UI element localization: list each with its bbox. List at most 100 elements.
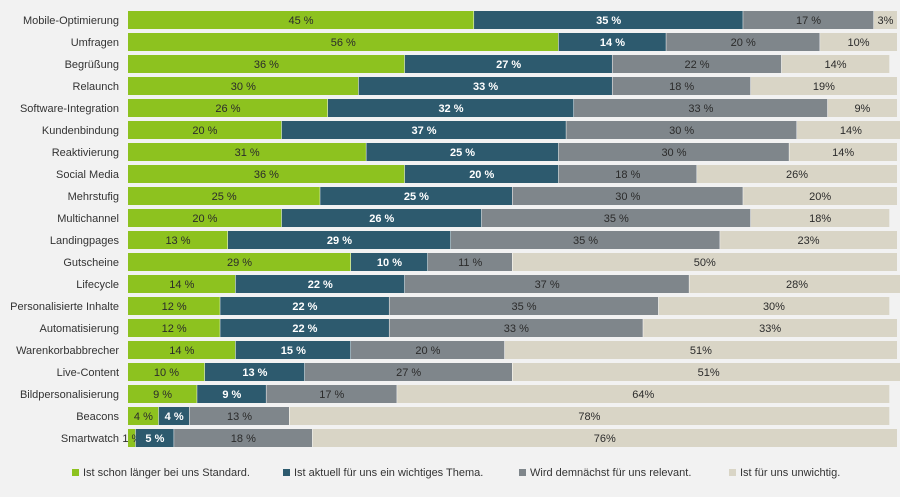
category-label: Begrüßung bbox=[65, 59, 119, 71]
data-label: 76% bbox=[594, 433, 616, 445]
data-label: 20 % bbox=[415, 345, 440, 357]
category-label: Reaktivierung bbox=[52, 147, 119, 159]
data-label: 14% bbox=[832, 147, 854, 159]
category-label: Relaunch bbox=[73, 81, 119, 93]
data-label: 50% bbox=[694, 257, 716, 269]
category-label: Smartwatch bbox=[61, 433, 119, 445]
category-label: Kundenbindung bbox=[42, 125, 119, 137]
category-label: Personalisierte Inhalte bbox=[10, 301, 119, 313]
category-label: Social Media bbox=[56, 169, 120, 181]
category-label: Mehrstufig bbox=[68, 191, 119, 203]
legend-label: Ist schon länger bei uns Standard. bbox=[83, 467, 250, 479]
data-label: 25 % bbox=[212, 191, 237, 203]
data-label: 29 % bbox=[227, 257, 252, 269]
data-label: 18% bbox=[809, 213, 831, 225]
data-label: 25 % bbox=[450, 147, 475, 159]
data-label: 26 % bbox=[215, 103, 240, 115]
data-label: 13 % bbox=[227, 411, 252, 423]
data-label: 13 % bbox=[165, 235, 190, 247]
data-label: 35 % bbox=[573, 235, 598, 247]
data-label: 51% bbox=[690, 345, 712, 357]
data-label: 33 % bbox=[504, 323, 529, 335]
legend-label: Wird demnächst für uns relevant. bbox=[530, 467, 691, 479]
data-label: 9 % bbox=[153, 389, 172, 401]
data-label: 10% bbox=[848, 37, 870, 49]
data-label: 35 % bbox=[604, 213, 629, 225]
bars-group: 45 %35 %17 %3%56 %14 %20 %10%36 %27 %22 … bbox=[122, 11, 900, 447]
category-label: Automatisierung bbox=[40, 323, 120, 335]
data-label: 15 % bbox=[281, 345, 306, 357]
data-label: 18 % bbox=[231, 433, 256, 445]
legend: Ist schon länger bei uns Standard. Ist ak… bbox=[72, 467, 840, 479]
data-label: 12 % bbox=[162, 323, 187, 335]
data-label: 37 % bbox=[535, 279, 560, 291]
data-label: 26 % bbox=[369, 213, 394, 225]
data-label: 10 % bbox=[154, 367, 179, 379]
data-label: 19% bbox=[813, 81, 835, 93]
legend-swatch bbox=[519, 469, 526, 476]
data-label: 22 % bbox=[685, 59, 710, 71]
category-label: Umfragen bbox=[71, 37, 119, 49]
data-label: 51% bbox=[698, 367, 720, 379]
data-label: 56 % bbox=[331, 37, 356, 49]
category-label: Gutscheine bbox=[63, 257, 119, 269]
legend-label: Ist aktuell für uns ein wichtiges Thema. bbox=[294, 467, 483, 479]
data-label: 14% bbox=[824, 59, 846, 71]
data-label: 30% bbox=[763, 301, 785, 313]
data-label: 32 % bbox=[438, 103, 463, 115]
data-label: 27 % bbox=[496, 59, 521, 71]
data-label: 33 % bbox=[688, 103, 713, 115]
data-label: 18 % bbox=[669, 81, 694, 93]
data-label: 23% bbox=[798, 235, 820, 247]
data-label: 14 % bbox=[169, 279, 194, 291]
data-label: 20 % bbox=[192, 213, 217, 225]
data-label: 35 % bbox=[596, 15, 621, 27]
data-label: 10 % bbox=[377, 257, 402, 269]
data-label: 18 % bbox=[615, 169, 640, 181]
data-label: 30 % bbox=[231, 81, 256, 93]
legend-swatch bbox=[729, 469, 736, 476]
category-label: Warenkorbabbrecher bbox=[16, 345, 119, 357]
data-label: 20 % bbox=[192, 125, 217, 137]
data-label: 29 % bbox=[327, 235, 352, 247]
legend-swatch bbox=[72, 469, 79, 476]
data-label: 14 % bbox=[169, 345, 194, 357]
data-label: 14 % bbox=[600, 37, 625, 49]
data-label: 36 % bbox=[254, 59, 279, 71]
data-label: 45 % bbox=[288, 15, 313, 27]
category-label: Multichannel bbox=[57, 213, 119, 225]
data-label: 27 % bbox=[396, 367, 421, 379]
data-label: 36 % bbox=[254, 169, 279, 181]
data-label: 78% bbox=[578, 411, 600, 423]
data-label: 33% bbox=[759, 323, 781, 335]
data-label: 30 % bbox=[661, 147, 686, 159]
data-label: 30 % bbox=[669, 125, 694, 137]
data-label: 28% bbox=[786, 279, 808, 291]
data-label: 37 % bbox=[412, 125, 437, 137]
data-label: 9% bbox=[854, 103, 870, 115]
data-label: 4 % bbox=[134, 411, 153, 423]
data-label: 17 % bbox=[319, 389, 344, 401]
data-label: 64% bbox=[632, 389, 654, 401]
category-label: Mobile-Optimierung bbox=[23, 15, 119, 27]
data-label: 4 % bbox=[165, 411, 184, 423]
data-label: 30 % bbox=[615, 191, 640, 203]
data-label: 33 % bbox=[473, 81, 498, 93]
category-label: Software-Integration bbox=[20, 103, 119, 115]
data-label: 26% bbox=[786, 169, 808, 181]
legend-label: Ist für uns unwichtig. bbox=[740, 467, 840, 479]
data-label: 20 % bbox=[731, 37, 756, 49]
data-label: 5 % bbox=[145, 433, 164, 445]
category-label: Lifecycle bbox=[76, 279, 119, 291]
data-label: 20 % bbox=[469, 169, 494, 181]
data-label: 9 % bbox=[222, 389, 241, 401]
data-label: 25 % bbox=[404, 191, 429, 203]
data-label: 35 % bbox=[511, 301, 536, 313]
category-labels: Mobile-Optimierung Umfragen Begrüßung Relau… bbox=[10, 15, 120, 445]
data-label: 22 % bbox=[292, 323, 317, 335]
data-label: 13 % bbox=[242, 367, 267, 379]
legend-swatch bbox=[283, 469, 290, 476]
category-label: Live-Content bbox=[57, 367, 119, 379]
